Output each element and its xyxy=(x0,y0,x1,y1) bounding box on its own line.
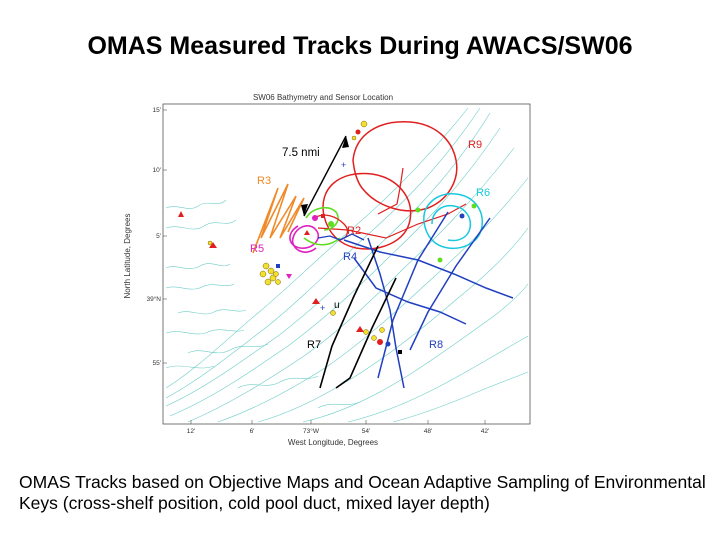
scale-label: 7.5 nmi xyxy=(282,147,320,159)
lat-tick-label: 5' xyxy=(156,233,161,240)
scale-arrow xyxy=(301,135,349,217)
track-label-r8: R8 xyxy=(429,339,443,351)
tick-marks xyxy=(163,109,486,424)
track-r8 xyxy=(343,211,514,389)
x-axis-label: West Longitude, Degrees xyxy=(288,438,378,447)
slide-caption: OMAS Tracks based on Objective Maps and … xyxy=(19,472,706,513)
track-label-r5: R5 xyxy=(250,243,264,255)
lat-tick-label: 39°N xyxy=(146,295,161,303)
track-r5 xyxy=(289,225,320,253)
slide-title: OMAS Measured Tracks During AWACS/SW06 xyxy=(87,32,633,60)
lon-tick-label: 12' xyxy=(187,428,195,435)
svg-text:+: + xyxy=(320,303,325,313)
track-label-r3: R3 xyxy=(257,175,271,187)
lat-tick-label: 15' xyxy=(153,107,161,114)
track-label-r4: R4 xyxy=(343,251,357,263)
track-r7 xyxy=(319,245,397,389)
lat-tick-label: 10' xyxy=(153,167,161,174)
map-frame xyxy=(162,103,531,425)
bathymetry-map-figure: SW06 Bathymetry and Sensor Location 1 xyxy=(123,93,531,447)
track-green xyxy=(303,206,341,246)
lon-tick-label: 48' xyxy=(424,428,432,435)
track-label-r2: R2 xyxy=(347,225,361,237)
sensor-markers: + + u xyxy=(178,120,477,354)
track-r3 xyxy=(252,183,305,254)
track-r9 xyxy=(352,121,458,212)
track-label-r7: R7 xyxy=(307,339,321,351)
track-r4 xyxy=(317,233,365,241)
lat-tick-label: 55' xyxy=(153,360,161,367)
track-label-r9: R9 xyxy=(468,139,482,151)
track-label-r6: R6 xyxy=(476,187,490,199)
svg-text:u: u xyxy=(334,300,340,311)
track-r9-loop xyxy=(322,172,412,250)
y-axis-label: North Latitude, Degrees xyxy=(123,214,132,299)
map-title: SW06 Bathymetry and Sensor Location xyxy=(253,93,393,102)
lon-tick-label: 42' xyxy=(481,428,489,435)
lon-tick-label: 73°W xyxy=(303,427,320,435)
lon-tick-label: 6' xyxy=(250,428,255,435)
track-r9-trace xyxy=(317,167,467,239)
svg-text:+: + xyxy=(341,160,346,170)
bathymetry-contours xyxy=(165,107,529,423)
lon-tick-label: 54' xyxy=(362,428,370,435)
track-r6 xyxy=(423,193,483,250)
